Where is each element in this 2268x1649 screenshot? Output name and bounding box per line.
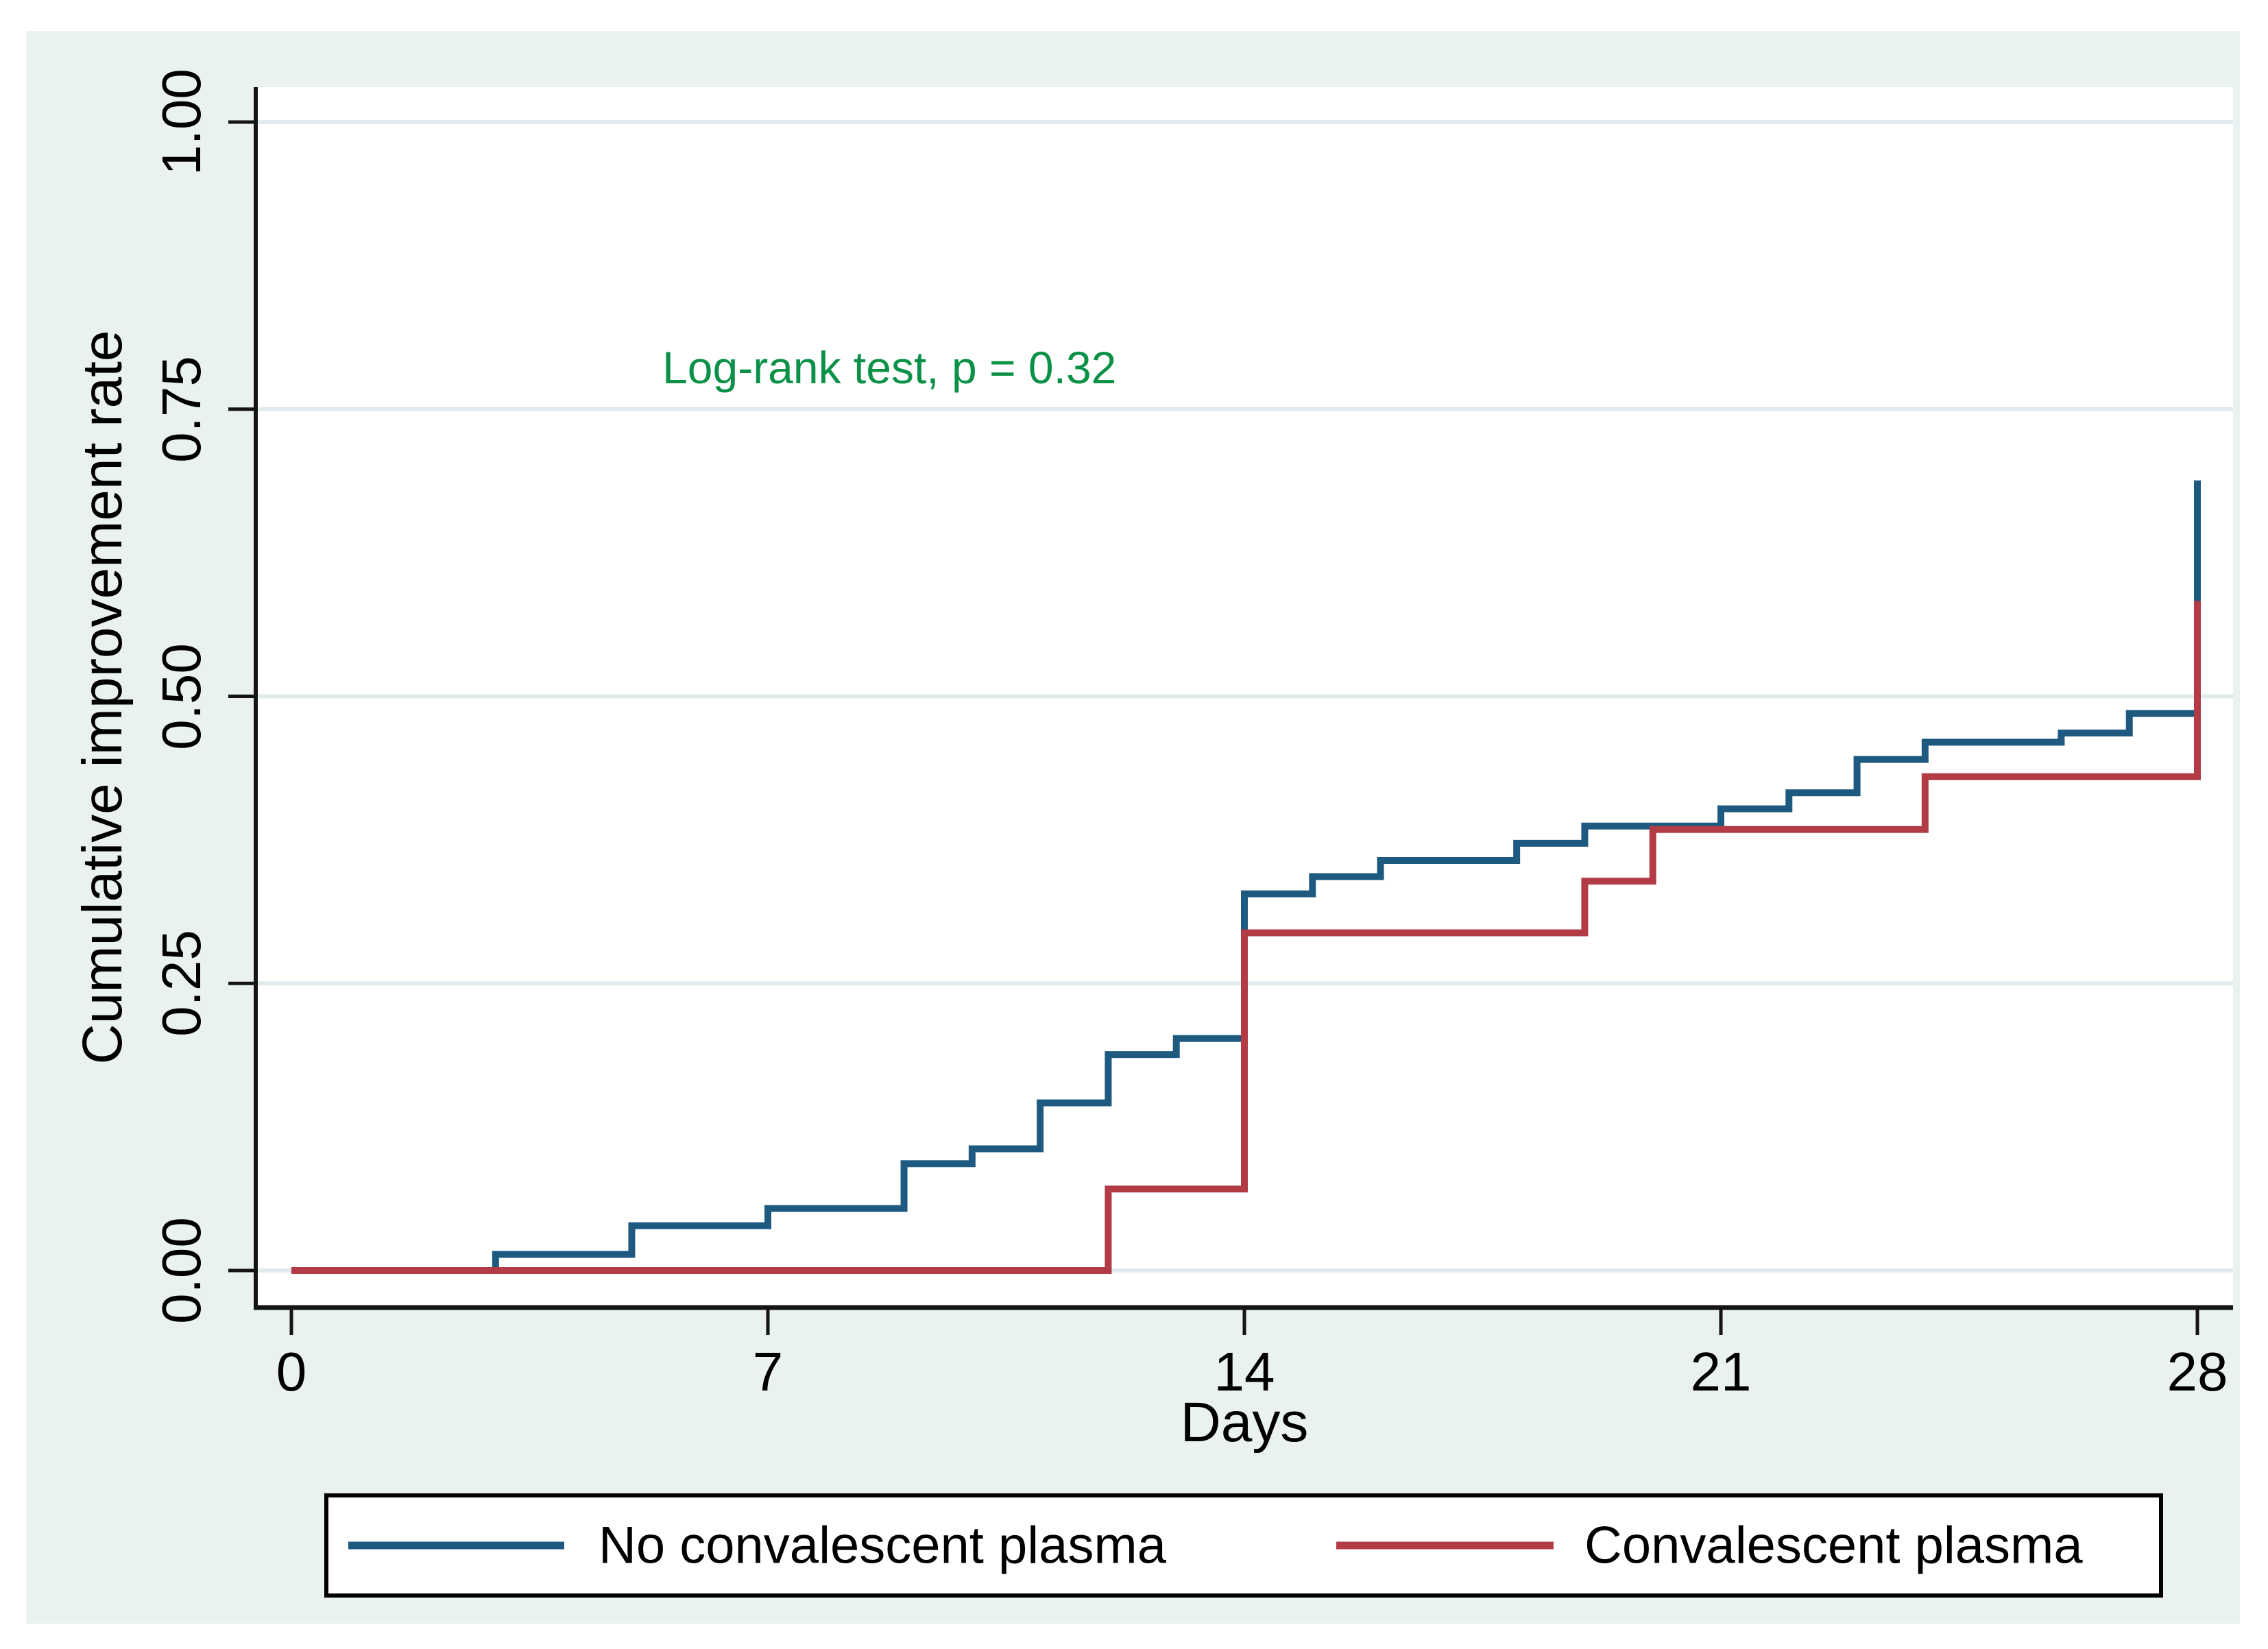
km-plot-svg	[228, 87, 2233, 1335]
y-tick-label-1.00: 1.00	[151, 69, 212, 176]
y-tick-label-0.50: 0.50	[151, 642, 212, 750]
y-tick-label-0.75: 0.75	[151, 355, 212, 463]
legend-label-no-convalescent-plasma: No convalescent plasma	[599, 1516, 1166, 1575]
x-axis-title: Days	[1180, 1391, 1309, 1454]
figure-canvas: Cumulative improvement rate Days Log-ran…	[26, 31, 2240, 1624]
y-tick-label-0.25: 0.25	[151, 930, 212, 1037]
log-rank-annotation: Log-rank test, p = 0.32	[662, 342, 1117, 394]
legend-label-convalescent-plasma: Convalescent plasma	[1584, 1516, 2083, 1575]
x-tick-label-21: 21	[1690, 1341, 1752, 1402]
legend-box: No convalescent plasma Convalescent plas…	[324, 1493, 2163, 1598]
y-axis-title: Cumulative improvement rate	[71, 330, 134, 1065]
series-line-convalescent-plasma	[291, 601, 2201, 1274]
x-tick-label-14: 14	[1214, 1341, 1275, 1402]
x-tick-label-0: 0	[276, 1341, 307, 1402]
series-line-no-convalescent-plasma	[291, 480, 2201, 1274]
x-tick-label-28: 28	[2167, 1341, 2228, 1402]
legend-line-convalescent-plasma	[1336, 1541, 1554, 1550]
y-tick-label-0.00: 0.00	[151, 1217, 212, 1324]
legend-line-no-convalescent-plasma	[348, 1541, 564, 1550]
x-tick-label-7: 7	[752, 1341, 784, 1402]
